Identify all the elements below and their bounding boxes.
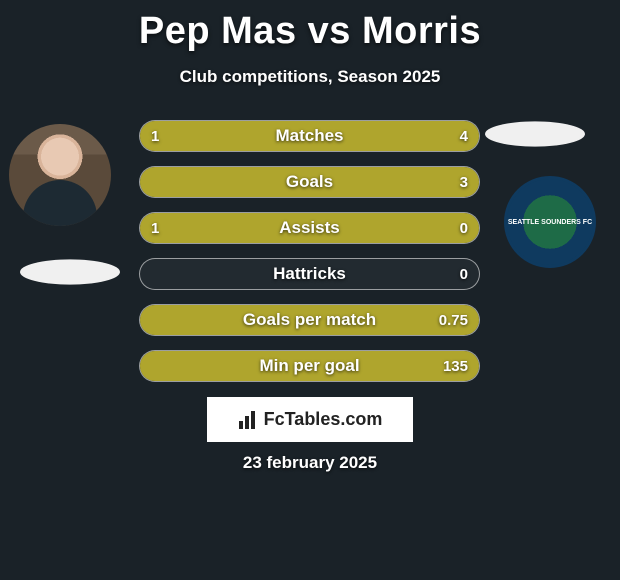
date-label: 23 february 2025: [0, 453, 620, 473]
stat-bar-full: [140, 351, 479, 381]
stat-bar-full: [140, 213, 479, 243]
subtitle: Club competitions, Season 2025: [0, 67, 620, 87]
stat-value-right: 3: [460, 166, 468, 198]
stat-value-right: 0: [460, 258, 468, 290]
brand-label: FcTables.com: [264, 409, 383, 430]
stat-value-left: 1: [151, 120, 159, 152]
stat-value-right: 0.75: [439, 304, 468, 336]
badge-text: SEATTLE SOUNDERS FC: [508, 219, 592, 226]
stat-value-right: 0: [460, 212, 468, 244]
stat-row: 3Goals: [139, 166, 480, 198]
stat-row: 135Min per goal: [139, 350, 480, 382]
page-title: Pep Mas vs Morris: [0, 10, 620, 53]
bars-icon: [238, 411, 258, 429]
player-right-flag: [485, 121, 585, 146]
brand-box: FcTables.com: [207, 397, 413, 442]
stat-bar-full: [140, 167, 479, 197]
player-right-badge: SEATTLE SOUNDERS FC: [504, 176, 596, 268]
player-left-flag: [20, 259, 120, 284]
stat-value-left: 1: [151, 212, 159, 244]
stat-row: 0Hattricks: [139, 258, 480, 290]
stat-bar-bg: [139, 258, 480, 290]
stat-bar-full: [140, 305, 479, 335]
stat-value-right: 4: [460, 120, 468, 152]
stats-list: 14Matches3Goals10Assists0Hattricks0.75Go…: [139, 120, 480, 396]
comparison-card: Pep Mas vs Morris Club competitions, Sea…: [0, 0, 620, 580]
stat-bar-right: [206, 121, 479, 151]
player-left-avatar: [9, 124, 111, 226]
stat-row: 10Assists: [139, 212, 480, 244]
stat-row: 14Matches: [139, 120, 480, 152]
stat-row: 0.75Goals per match: [139, 304, 480, 336]
stat-value-right: 135: [443, 350, 468, 382]
